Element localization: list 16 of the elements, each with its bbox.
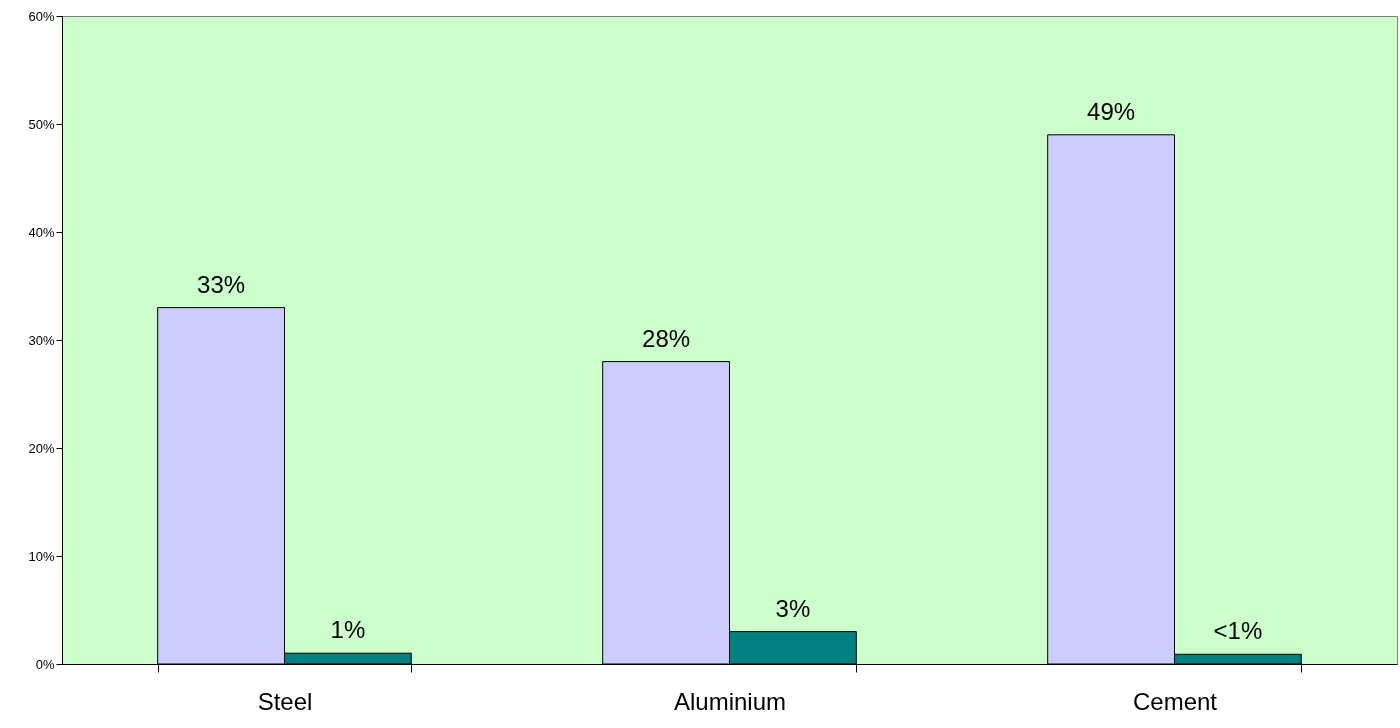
x-tick-label: Steel [257,687,313,715]
y-tick-label: 20% [28,440,55,456]
data-label: 3% [775,594,811,622]
y-tick-label: 10% [28,548,55,564]
y-tick-label: 0% [35,656,55,672]
y-tick-label: 30% [28,332,55,348]
y-tick-label: 60% [28,8,55,24]
data-label: 33% [197,270,246,298]
y-tick-label: 50% [28,116,55,132]
data-label: 28% [642,324,691,352]
data-label: 1% [330,616,366,644]
data-label: 49% [1087,97,1136,125]
x-tick-label: Cement [1132,687,1218,715]
data-label: <1% [1213,617,1263,645]
y-tick-label: 40% [28,224,55,240]
x-tick-label: Aluminium [673,687,787,715]
